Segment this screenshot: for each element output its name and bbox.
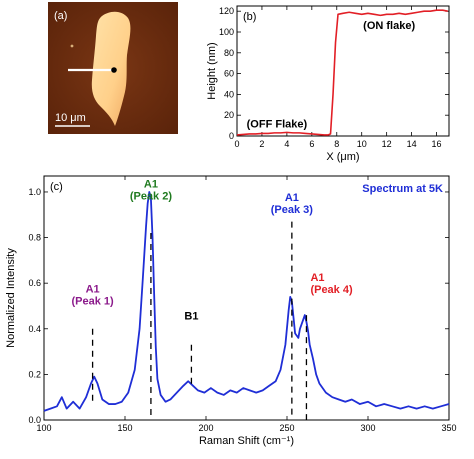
y-tick-label: 120 xyxy=(219,6,234,16)
y-tick-label: 0.6 xyxy=(28,278,41,288)
x-tick-label: 12 xyxy=(382,139,392,149)
chart-title: Spectrum at 5K xyxy=(362,183,443,195)
y-tick-label: 1.0 xyxy=(28,187,41,197)
x-tick-label: 2 xyxy=(259,139,264,149)
peak-sublabel: (Peak 1) xyxy=(71,295,114,307)
x-tick-label: 4 xyxy=(284,139,289,149)
peak-sublabel: (Peak 4) xyxy=(310,284,353,296)
series-line-0 xyxy=(236,9,448,136)
x-tick-label: 10 xyxy=(357,139,367,149)
peak-sublabel: (Peak 2) xyxy=(130,190,173,202)
x-tick-label: 6 xyxy=(309,139,314,149)
panel-label: (b) xyxy=(243,11,256,23)
raman-spectrum-panel: 100 150 200 250 300 350 0.0 0.2 0.4 0.6 0.8 1.0 Rama… xyxy=(5,175,457,447)
x-tick-label: 200 xyxy=(198,423,213,433)
x-tick-label: 14 xyxy=(407,139,417,149)
plot-frame xyxy=(43,175,450,421)
peak-label: A1 xyxy=(310,272,324,284)
height-profile-panel: 0 2 4 6 8 10 12 14 16 0 20 40 60 80 100 120 X (μm) Height… xyxy=(206,5,450,163)
panel-a-label: (a) xyxy=(54,10,67,22)
x-tick-label: 8 xyxy=(334,139,339,149)
y-tick-label: 0.2 xyxy=(28,369,41,379)
y-tick-label: 20 xyxy=(224,110,234,120)
afm-particle xyxy=(70,44,74,48)
peak-label: A1 xyxy=(144,178,158,190)
y-tick-label: 80 xyxy=(224,48,234,58)
x-tick-label: 0 xyxy=(234,139,239,149)
panel-label: (c) xyxy=(50,181,63,193)
peak-label: A1 xyxy=(86,283,100,295)
y-axis-label: Normalized Intensity xyxy=(5,248,17,348)
x-tick-label: 350 xyxy=(441,423,456,433)
x-tick-label: 250 xyxy=(279,423,294,433)
afm-scale-bar-label: 10 μm xyxy=(55,112,86,124)
y-tick-label: 0.4 xyxy=(28,324,41,334)
peak-label: A1 xyxy=(285,192,299,204)
x-tick-label: 16 xyxy=(432,139,442,149)
x-axis-label: X (μm) xyxy=(326,151,359,163)
y-tick-label: 40 xyxy=(224,89,234,99)
y-axis-label: Height (nm) xyxy=(206,42,218,99)
annotation-label: (ON flake) xyxy=(363,20,415,32)
afm-linecut-end xyxy=(111,67,117,73)
y-tick-label: 0.0 xyxy=(28,415,41,425)
peak-label: B1 xyxy=(184,311,198,323)
y-tick-label: 100 xyxy=(219,27,234,37)
x-tick-label: 150 xyxy=(117,423,132,433)
y-tick-label: 0 xyxy=(229,131,234,141)
x-tick-label: 300 xyxy=(360,423,375,433)
afm-panel: 10 μm (a) xyxy=(48,2,178,134)
series-line-0 xyxy=(43,191,450,412)
peak-sublabel: (Peak 3) xyxy=(271,204,314,216)
plot-frame xyxy=(236,5,450,137)
x-tick-label: 100 xyxy=(36,423,51,433)
annotation-label: (OFF Flake) xyxy=(247,119,308,131)
y-tick-label: 60 xyxy=(224,69,234,79)
x-axis-label: Raman Shift (cm⁻¹) xyxy=(199,435,294,447)
afm-flake xyxy=(91,11,131,127)
y-tick-label: 0.8 xyxy=(28,233,41,243)
